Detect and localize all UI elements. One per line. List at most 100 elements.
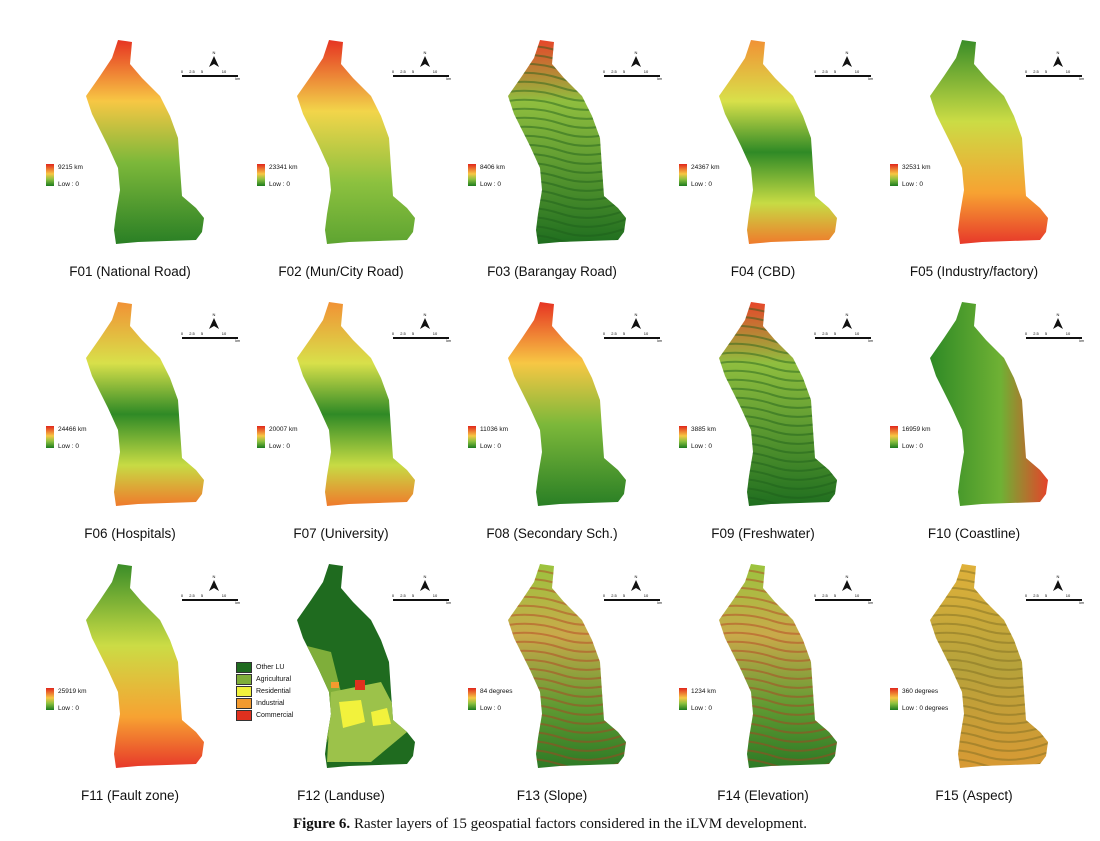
scale-bar (182, 599, 238, 601)
study-area-shape (930, 302, 1048, 506)
north-arrow-icon (631, 318, 641, 329)
raster-map (508, 564, 626, 768)
landuse-label: Residential (256, 687, 291, 695)
panel-title: F10 (Coastline) (927, 526, 1021, 541)
map-panel-f14: N 0 2.5 5 10 km 1234 km Low : 0 F14 (Elevation) (653, 542, 873, 804)
scale-tick-label: 2.5 (822, 331, 828, 336)
legend-min: Low : 0 (691, 181, 712, 188)
north-arrow-icon (631, 580, 641, 591)
legend-max: 32531 km (902, 164, 931, 171)
raster-map (86, 40, 204, 244)
panel-title: F04 (CBD) (730, 264, 796, 279)
scale-unit: km (657, 77, 662, 80)
scale-tick-label: 10 (644, 69, 649, 74)
landuse-swatch (236, 697, 252, 709)
scale-bar-north-arrow: N 0 2.5 5 10 km (603, 50, 662, 80)
scale-bar-north-arrow: N 0 2.5 5 10 km (181, 312, 240, 342)
scale-unit: km (868, 601, 873, 604)
panel-title: F06 (Hospitals) (84, 526, 176, 541)
scale-tick-label: 2.5 (400, 69, 406, 74)
scale-unit: km (1079, 77, 1084, 80)
study-area-shape (86, 302, 204, 506)
scale-tick-label: 10 (1066, 69, 1071, 74)
landuse-legend-item: Residential (236, 685, 293, 697)
scale-tick-label: 5 (1045, 593, 1048, 598)
figure-caption: Figure 6. Raster layers of 15 geospatial… (0, 816, 1100, 833)
map-panel-f03: N 0 2.5 5 10 km 8406 km Low : 0 F03 (Barangay Ro… (442, 18, 662, 280)
scale-tick-label: 0 (181, 69, 184, 74)
landuse-legend: Other LU Agricultural Residential Industria… (236, 661, 293, 721)
scale-bar (182, 75, 238, 77)
map-panel-f11: N 0 2.5 5 10 km 25919 km Low : 0 F11 (Fault zone… (20, 542, 240, 804)
scale-bar (393, 337, 449, 339)
scale-unit: km (235, 339, 240, 342)
scale-tick-label: 0 (603, 593, 606, 598)
scale-tick-label: 2.5 (400, 331, 406, 336)
raster-map (508, 40, 626, 244)
legend-min: Low : 0 (58, 705, 79, 712)
study-area-shape (930, 40, 1048, 244)
study-area-shape (86, 40, 204, 244)
legend-ramp (46, 426, 54, 448)
figure-caption-text: Raster layers of 15 geospatial factors c… (353, 816, 808, 832)
scale-tick-label: 10 (222, 331, 227, 336)
scale-tick-label: 5 (201, 69, 204, 74)
scale-bar (815, 599, 871, 601)
legend-max: 9215 km (58, 164, 83, 171)
panel-title: F15 (Aspect) (935, 788, 1013, 803)
legend-ramp (468, 688, 476, 710)
scale-bar-north-arrow: N 0 2.5 5 10 km (603, 574, 662, 604)
scale-tick-label: 10 (1066, 593, 1071, 598)
scale-bar (604, 599, 660, 601)
scale-bar-north-arrow: N 0 2.5 5 10 km (603, 312, 662, 342)
map-panel-f09: N 0 2.5 5 10 km 3885 km Low : 0 F09 (Freshwater) (653, 280, 873, 542)
scale-bar (604, 337, 660, 339)
legend-min: Low : 0 (480, 443, 501, 450)
legend-ramp (257, 164, 265, 186)
scale-bar (1026, 599, 1082, 601)
raster-map (719, 40, 837, 244)
landuse-legend-item: Other LU (236, 661, 293, 673)
raster-map (297, 40, 415, 244)
scale-bar-north-arrow: N 0 2.5 5 10 km (814, 50, 873, 80)
legend-max: 8406 km (480, 164, 505, 171)
map-panel-f12: N 0 2.5 5 10 km F12 (Landuse) (231, 542, 451, 804)
scale-tick-label: 5 (1045, 331, 1048, 336)
study-area-shape (930, 564, 1048, 768)
map-panel-f01: N 0 2.5 5 10 km 9215 km Low : 0 F01 (National Ro… (20, 18, 240, 280)
scale-bar-north-arrow: N 0 2.5 5 10 km (1025, 574, 1084, 604)
north-label: N (635, 312, 638, 317)
scale-tick-label: 5 (623, 593, 626, 598)
study-area-shape (719, 302, 837, 506)
figure-grid: N 0 2.5 5 10 km 9215 km Low : 0 F01 (National Ro… (20, 18, 1084, 803)
scale-tick-label: 5 (834, 331, 837, 336)
scale-tick-label: 5 (834, 69, 837, 74)
scale-unit: km (868, 77, 873, 80)
legend-ramp (46, 164, 54, 186)
legend-ramp (468, 164, 476, 186)
map-panel-f08: N 0 2.5 5 10 km 11036 km Low : 0 F08 (Secondary … (442, 280, 662, 542)
study-area-shape (297, 40, 415, 244)
north-label: N (635, 50, 638, 55)
scale-tick-label: 2.5 (1033, 331, 1039, 336)
legend-max: 11036 km (480, 426, 509, 433)
panel-title: F01 (National Road) (69, 264, 191, 279)
scale-unit: km (868, 339, 873, 342)
north-label: N (1057, 312, 1060, 317)
scale-tick-label: 2.5 (822, 593, 828, 598)
map-panel-f13: N 0 2.5 5 10 km 84 degrees Low : 0 F13 (Slope) (442, 542, 662, 804)
north-arrow-icon (842, 318, 852, 329)
landuse-swatch (236, 661, 252, 673)
panel-title: F14 (Elevation) (717, 788, 809, 803)
legend-max: 16959 km (902, 426, 931, 433)
scale-unit: km (235, 77, 240, 80)
scale-tick-label: 5 (412, 331, 415, 336)
scale-bar (393, 75, 449, 77)
raster-map (86, 302, 204, 506)
panel-title: F08 (Secondary Sch.) (486, 526, 618, 541)
scale-tick-label: 2.5 (189, 593, 195, 598)
scale-unit: km (446, 77, 451, 80)
legend-min: Low : 0 (269, 443, 290, 450)
scale-tick-label: 5 (201, 331, 204, 336)
map-panel-f05: N 0 2.5 5 10 km 32531 km Low : 0 F05 (Industry/f… (864, 18, 1084, 280)
